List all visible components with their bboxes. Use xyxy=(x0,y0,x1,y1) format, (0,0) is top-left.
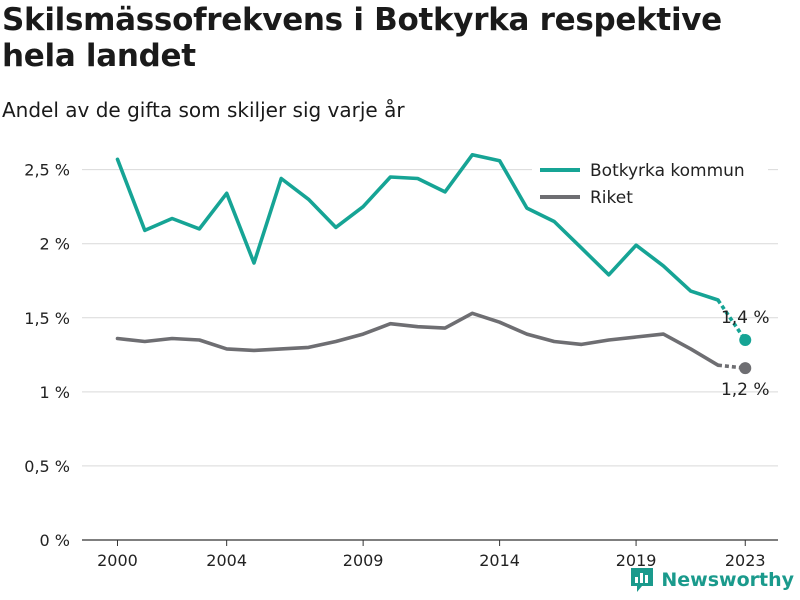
series-line-1 xyxy=(115,153,720,302)
x-tick-label: 2009 xyxy=(343,551,384,570)
y-axis-ticks: 0 % 0,5 % 1 % 1,5 % 2 % 2,5 % xyxy=(24,161,70,550)
y-tick-label: 0,5 % xyxy=(24,457,70,476)
x-tick-label: 2023 xyxy=(725,551,766,570)
end-value-label: 1,4 % xyxy=(721,308,770,328)
series-end-point xyxy=(739,362,752,375)
x-tick-label: 2019 xyxy=(616,551,657,570)
y-tick-label: 0 % xyxy=(40,531,70,550)
brand-name: Newsworthy xyxy=(661,569,794,591)
y-tick-label: 1,5 % xyxy=(24,309,70,328)
y-tick-label: 2 % xyxy=(40,235,70,254)
legend: Botkyrka kommun Riket xyxy=(532,154,768,208)
y-tick-label: 2,5 % xyxy=(24,161,70,180)
series-end-point xyxy=(739,334,752,346)
legend-label: Botkyrka kommun xyxy=(590,161,745,181)
x-axis: 2000 2004 2009 2014 2019 2023 xyxy=(82,539,778,570)
chart-subtitle: Andel av de gifta som skiljer sig varje … xyxy=(2,98,405,122)
series-last-segment xyxy=(716,298,747,342)
series-line-2 xyxy=(115,311,720,368)
chart-title: Skilsmässofrekvens i Botkyrka respektive… xyxy=(2,2,722,74)
grid-lines xyxy=(82,169,778,467)
legend-bg xyxy=(532,154,768,178)
legend-bg xyxy=(532,181,768,205)
end-value-label: 1,2 % xyxy=(721,380,770,400)
newsworthy-logo: Newsworthy xyxy=(629,566,794,594)
x-tick-label: 2004 xyxy=(206,551,247,570)
series-lines: 1,4 % 1,2 % xyxy=(115,153,770,400)
newsworthy-icon xyxy=(631,568,654,592)
x-tick-label: 2000 xyxy=(97,551,138,570)
y-tick-label: 1 % xyxy=(40,383,70,402)
x-tick-label: 2014 xyxy=(479,551,520,570)
legend-label: Riket xyxy=(590,188,633,208)
